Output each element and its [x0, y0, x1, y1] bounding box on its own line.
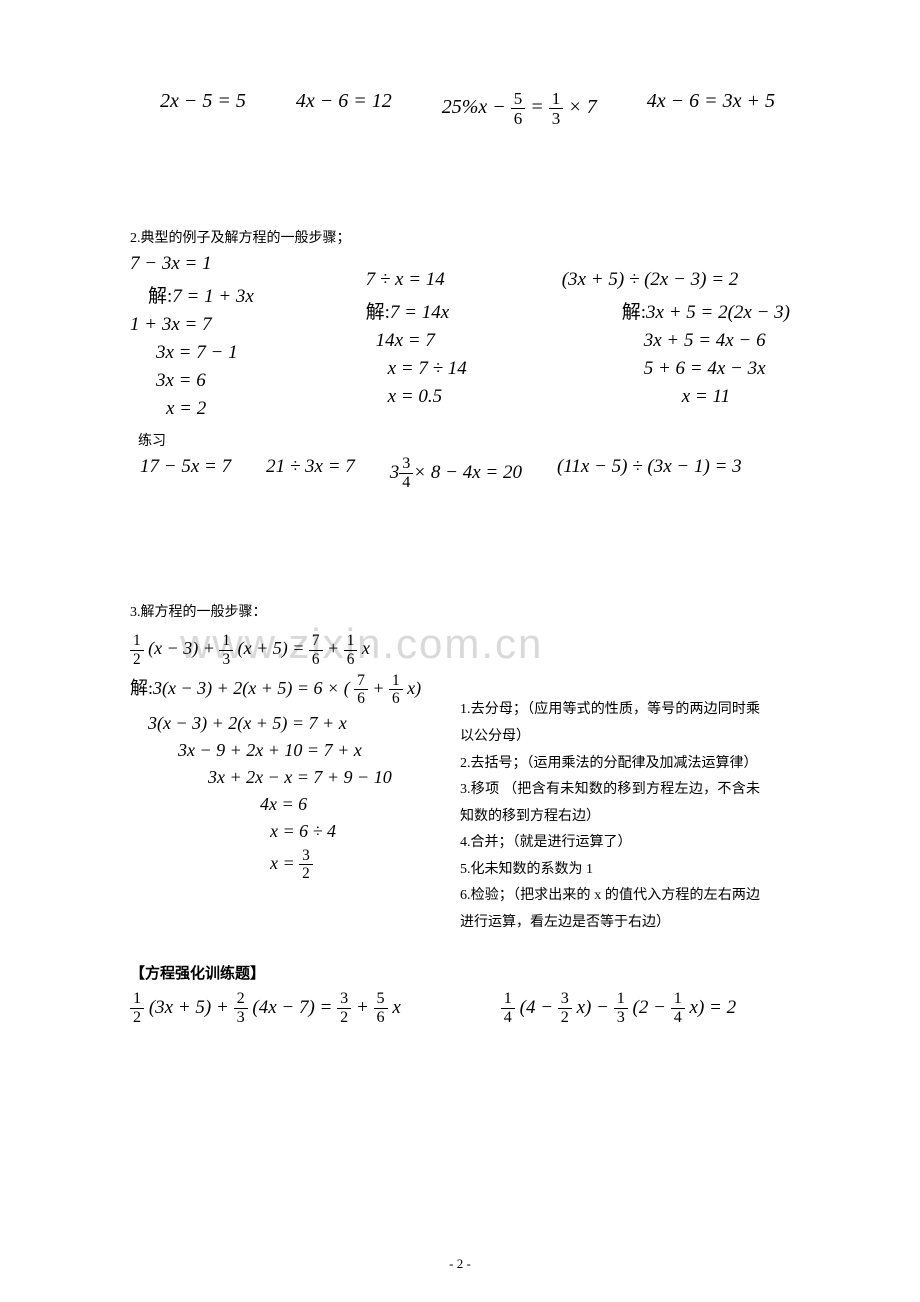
c1-l6: x = 2 — [130, 398, 306, 420]
c1-l4: 3x = 7 − 1 — [130, 342, 306, 364]
c1-l3: 1 + 3x = 7 — [130, 314, 306, 336]
c1-l1: 7 − 3x = 1 — [130, 253, 306, 275]
eq3-left: 25%x − — [442, 96, 506, 118]
sl8: x = 32 — [130, 848, 430, 882]
sl7: x = 6 ÷ 4 — [130, 821, 430, 842]
final-exercises: 12 (3x + 5) + 23 (4x − 7) = 32 + 56 x 14… — [130, 991, 790, 1026]
c1-l2: 解:7 = 1 + 3x — [130, 281, 306, 308]
sl4: 3x − 9 + 2x + 10 = 7 + x — [130, 740, 430, 761]
practice-label: 练习 — [138, 430, 790, 450]
step-1: 1.去分母；（应用等式的性质，等号的两边同时乘以公分母） — [460, 697, 760, 750]
step-6: 6.检验；（把求出来的 x 的值代入方程的左右两边进行运算，看左边是否等于右边） — [460, 883, 760, 936]
c3-l3: 3x + 5 = 4x − 6 — [562, 330, 790, 352]
c3-l2: 解:3x + 5 = 2(2x − 3) — [562, 297, 790, 324]
practice-row: 17 − 5x = 7 21 ÷ 3x = 7 334× 8 − 4x = 20… — [140, 456, 790, 491]
c3-l4: 5 + 6 = 4x − 3x — [562, 358, 790, 380]
p1: 17 − 5x = 7 — [140, 456, 231, 491]
step-3: 3.移项 （把含有未知数的移到方程左边，不含未知数的移到方程右边） — [460, 777, 760, 830]
p4: (11x − 5) ÷ (3x − 1) = 3 — [557, 456, 742, 491]
section-3-label: 3.解方程的一般步骤： — [130, 601, 790, 621]
training-title: 【方程强化训练题】 — [130, 962, 790, 983]
examples-grid: 7 − 3x = 1 解:7 = 1 + 3x 1 + 3x = 7 3x = … — [130, 253, 790, 420]
sl3: 3(x − 3) + 2(x + 5) = 7 + x — [130, 713, 430, 734]
example-col-1: 7 − 3x = 1 解:7 = 1 + 3x 1 + 3x = 7 3x = … — [130, 253, 306, 420]
page-number: - 2 - — [0, 1256, 920, 1272]
steps-explanation: 1.去分母；（应用等式的性质，等号的两边同时乘以公分母） 2.去括号；（运用乘法… — [460, 627, 760, 936]
eq-1: 2x − 5 = 5 — [160, 90, 246, 127]
eq-4: 4x − 6 = 3x + 5 — [647, 90, 775, 127]
frac-5-6: 56 — [511, 90, 526, 127]
frac-3-4: 34 — [399, 456, 413, 491]
eq3-eq: = — [530, 96, 544, 118]
steps-block: 12 (x − 3) + 13 (x + 5) = 76 + 16 x 解:3(… — [130, 627, 790, 936]
page-content: 2x − 5 = 5 4x − 6 = 12 25%x − 56 = 13 × … — [0, 0, 920, 1106]
c2-l1: 7 ÷ x = 14 — [366, 269, 522, 291]
c2-l5: x = 0.5 — [366, 386, 522, 408]
c3-l1: (3x + 5) ÷ (2x − 3) = 2 — [562, 269, 790, 291]
example-col-3: (3x + 5) ÷ (2x − 3) = 2 解:3x + 5 = 2(2x … — [562, 253, 790, 420]
final-eq-1: 12 (3x + 5) + 23 (4x − 7) = 32 + 56 x — [130, 991, 401, 1026]
sl2: 解:3(x − 3) + 2(x + 5) = 6 × ( 76 + 16 x) — [130, 673, 430, 707]
c1-l5: 3x = 6 — [130, 370, 306, 392]
equation-row-1: 2x − 5 = 5 4x − 6 = 12 25%x − 56 = 13 × … — [160, 90, 790, 127]
eq3-right: × 7 — [568, 96, 597, 118]
eq-3: 25%x − 56 = 13 × 7 — [442, 90, 597, 127]
p3: 334× 8 − 4x = 20 — [390, 456, 522, 491]
frac-1-3: 13 — [549, 90, 564, 127]
step-4: 4.合并；（就是进行运算了） — [460, 830, 760, 857]
example-col-2: 7 ÷ x = 14 解:7 = 14x 14x = 7 x = 7 ÷ 14 … — [346, 253, 522, 420]
step-5: 5.化未知数的系数为 1 — [460, 857, 760, 884]
c2-l2: 解:7 = 14x — [366, 297, 522, 324]
section-2-label: 2.典型的例子及解方程的一般步骤； — [130, 227, 790, 247]
p2: 21 ÷ 3x = 7 — [266, 456, 355, 491]
final-eq-2: 14 (4 − 32 x) − 13 (2 − 14 x) = 2 — [501, 991, 736, 1026]
steps-worked-example: 12 (x − 3) + 13 (x + 5) = 76 + 16 x 解:3(… — [130, 627, 430, 936]
c3-l5: x = 11 — [562, 386, 790, 408]
sl1: 12 (x − 3) + 13 (x + 5) = 76 + 16 x — [130, 633, 430, 667]
eq-2: 4x − 6 = 12 — [296, 90, 392, 127]
sl6: 4x = 6 — [130, 794, 430, 815]
c2-l3: 14x = 7 — [366, 330, 522, 352]
c2-l4: x = 7 ÷ 14 — [366, 358, 522, 380]
step-2: 2.去括号；（运用乘法的分配律及加减法运算律） — [460, 751, 760, 778]
sl5: 3x + 2x − x = 7 + 9 − 10 — [130, 767, 430, 788]
